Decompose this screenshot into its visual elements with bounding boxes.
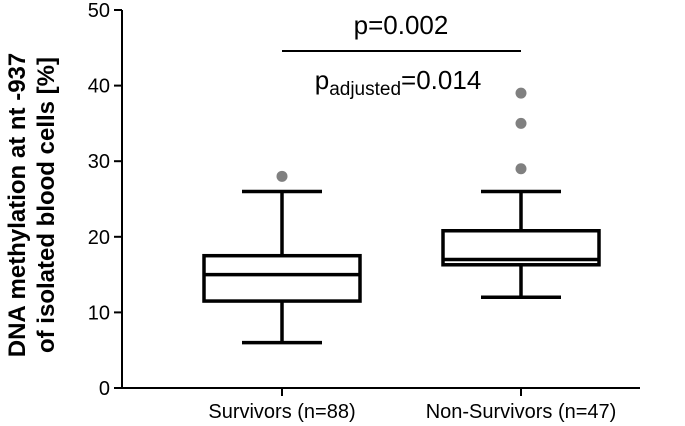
- box-series: [202, 87, 601, 345]
- y-axis-title-line-1: DNA methylation at nt -937: [4, 53, 31, 358]
- y-tick-label: 40: [88, 76, 110, 98]
- y-axis: 0 10 20 30 40 50: [88, 0, 123, 400]
- significance-annotation: p=0.002 padjusted=0.014: [282, 10, 521, 100]
- p-value-label: p=0.002: [354, 10, 449, 40]
- x-axis: Survivors (n=88) Non-Survivors (n=47): [122, 387, 640, 423]
- x-category-label: Non-Survivors (n=47): [426, 401, 617, 423]
- p-adjusted-prefix: p: [315, 65, 329, 95]
- p-adjusted-label: padjusted=0.014: [315, 65, 482, 100]
- y-tick-label: 50: [88, 0, 110, 22]
- outlier-point: [515, 117, 527, 129]
- outlier-point: [515, 87, 527, 99]
- box-2: [441, 87, 601, 300]
- iqr-box: [202, 253, 362, 303]
- p-adjusted-subscript: adjusted: [329, 79, 401, 100]
- y-axis-title-line-2: of isolated blood cells [%]: [33, 57, 60, 353]
- y-tick-label: 10: [88, 302, 110, 324]
- outlier-point: [515, 163, 527, 175]
- outlier-point: [276, 170, 288, 182]
- p-adjusted-value: =0.014: [401, 65, 481, 95]
- x-category-label: Survivors (n=88): [208, 401, 355, 423]
- y-tick-label: 20: [88, 227, 110, 249]
- y-tick-label: 30: [88, 151, 110, 173]
- box-1: [202, 170, 362, 345]
- y-tick-label: 0: [99, 378, 110, 400]
